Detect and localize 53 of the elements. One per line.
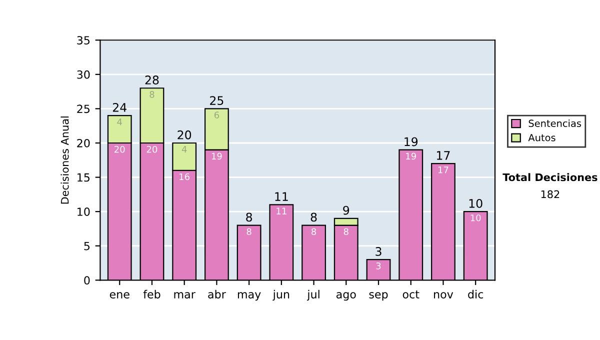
total-label: 8 [310, 212, 317, 222]
y-axis-title: Decisiones Anual [60, 116, 69, 204]
total-label: 20 [178, 130, 192, 140]
data-label: 4 [117, 118, 122, 126]
total-label: 24 [112, 102, 126, 112]
y-tick-label: 20 [77, 138, 90, 148]
x-tick-label: feb [143, 290, 160, 298]
total-label: 9 [343, 206, 350, 215]
total-label: 10 [469, 198, 482, 208]
total-label: 17 [437, 151, 450, 160]
total-label: 3 [376, 246, 382, 256]
data-label: 8 [312, 228, 316, 236]
data-label: 8 [150, 91, 154, 98]
x-tick-label: ene [110, 292, 130, 298]
data-label: 20 [114, 146, 125, 153]
x-tick-label: sep [369, 292, 388, 301]
data-label: 11 [276, 208, 286, 214]
data-label: 19 [212, 152, 222, 160]
x-tick-label: mar [174, 292, 196, 298]
x-tick-label: jul [306, 290, 320, 301]
y-tick-label: 0 [84, 276, 90, 285]
data-label: 19 [406, 152, 416, 160]
data-label: 20 [146, 146, 158, 153]
y-tick-label: 10 [78, 208, 90, 216]
data-label: 4 [182, 146, 187, 153]
total-label: 28 [145, 76, 159, 84]
x-tick-label: nov [434, 292, 454, 298]
total-label: 25 [210, 96, 224, 106]
x-tick-label: jun [272, 290, 290, 301]
data-label: 10 [470, 214, 481, 222]
y-tick-label: 15 [78, 173, 90, 182]
x-tick-label: abr [208, 290, 226, 298]
legend-label: Autos [528, 134, 556, 142]
total-label: 8 [246, 212, 252, 222]
total-label: 19 [404, 137, 418, 146]
text: Total Decisiones [502, 173, 598, 182]
data-label: 6 [214, 112, 219, 118]
y-tick-label: 30 [77, 70, 90, 79]
data-label: 3 [376, 262, 381, 270]
total-label: 11 [275, 192, 288, 201]
data-label: 8 [246, 228, 252, 236]
data-label: 8 [344, 228, 348, 236]
text: 182 [541, 190, 560, 198]
y-tick-label: 35 [77, 36, 90, 44]
y-tick-label: 25 [77, 104, 90, 114]
data-label: 16 [180, 173, 190, 180]
legend-label: Sentencias [528, 119, 582, 128]
data-label: 17 [438, 166, 448, 174]
x-tick-label: dic [468, 290, 484, 298]
x-tick-label: oct [402, 290, 420, 298]
y-tick-label: 5 [84, 242, 90, 250]
x-tick-label: ago [336, 292, 356, 301]
x-tick-label: may [238, 292, 261, 301]
